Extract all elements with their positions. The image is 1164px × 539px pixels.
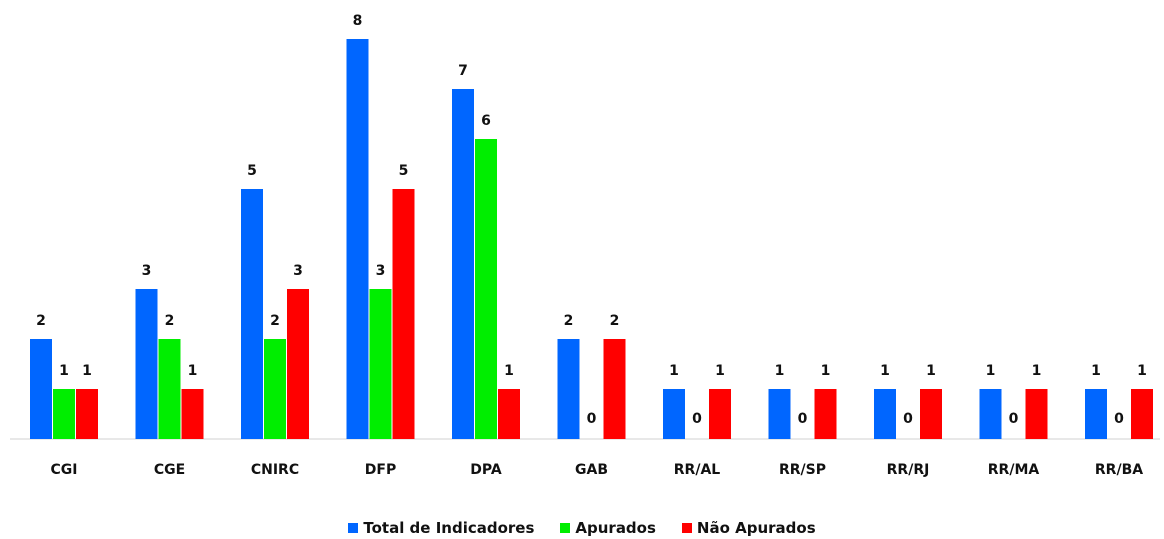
legend-swatch-total bbox=[348, 523, 359, 533]
bar-rr-ma-total-de-indicadores bbox=[979, 389, 1002, 439]
bar-dfp-total-de-indicadores bbox=[346, 39, 369, 439]
bar-cgi-total-de-indicadores bbox=[30, 339, 52, 439]
data-label-gab-apurados: 0 bbox=[587, 411, 597, 427]
data-label-dpa-total-de-indicadores: 7 bbox=[458, 63, 468, 79]
data-label-rr-sp-n-o-apurados: 1 bbox=[821, 363, 831, 379]
legend-item-total: Total de Indicadores bbox=[348, 519, 534, 537]
data-label-rr-sp-apurados: 0 bbox=[798, 411, 808, 427]
bar-gab-n-o-apurados bbox=[603, 339, 626, 439]
bar-rr-ma-n-o-apurados bbox=[1025, 389, 1048, 439]
bar-cgi-n-o-apurados bbox=[76, 389, 98, 439]
bar-cge-apurados bbox=[158, 339, 181, 439]
bar-dpa-apurados bbox=[475, 139, 497, 439]
x-tick-label-cge: CGE bbox=[154, 462, 185, 478]
legend-label-apurados: Apurados bbox=[575, 519, 656, 537]
data-label-dfp-n-o-apurados: 5 bbox=[399, 163, 409, 179]
data-label-gab-n-o-apurados: 2 bbox=[610, 313, 620, 329]
x-tick-label-rr-rj: RR/RJ bbox=[887, 462, 930, 478]
bar-dfp-n-o-apurados bbox=[392, 189, 415, 439]
data-label-rr-ma-total-de-indicadores: 1 bbox=[986, 363, 996, 379]
legend-item-apurados: Apurados bbox=[560, 519, 656, 537]
data-label-rr-al-n-o-apurados: 1 bbox=[715, 363, 725, 379]
bar-rr-ba-total-de-indicadores bbox=[1085, 389, 1107, 439]
bar-cnirc-apurados bbox=[264, 339, 286, 439]
data-label-rr-ma-n-o-apurados: 1 bbox=[1032, 363, 1042, 379]
data-label-dfp-apurados: 3 bbox=[376, 263, 386, 279]
bar-dpa-total-de-indicadores bbox=[452, 89, 474, 439]
data-label-cnirc-n-o-apurados: 3 bbox=[293, 263, 303, 279]
legend-label-total: Total de Indicadores bbox=[363, 519, 535, 537]
bar-cge-n-o-apurados bbox=[181, 389, 204, 439]
x-tick-label-gab: GAB bbox=[575, 462, 608, 478]
data-label-cnirc-apurados: 2 bbox=[270, 313, 280, 329]
bar-rr-rj-total-de-indicadores bbox=[874, 389, 896, 439]
bar-cgi-apurados bbox=[53, 389, 75, 439]
data-label-rr-rj-n-o-apurados: 1 bbox=[926, 363, 936, 379]
data-label-rr-rj-apurados: 0 bbox=[903, 411, 913, 427]
data-label-cgi-apurados: 1 bbox=[59, 363, 69, 379]
data-label-cgi-n-o-apurados: 1 bbox=[82, 363, 92, 379]
data-label-rr-sp-total-de-indicadores: 1 bbox=[775, 363, 785, 379]
data-label-rr-ba-n-o-apurados: 1 bbox=[1137, 363, 1147, 379]
x-tick-label-cnirc: CNIRC bbox=[251, 462, 299, 478]
bar-rr-al-n-o-apurados bbox=[709, 389, 731, 439]
legend: Total de Indicadores Apurados Não Apurad… bbox=[0, 519, 1164, 537]
data-label-rr-rj-total-de-indicadores: 1 bbox=[880, 363, 890, 379]
bar-cnirc-n-o-apurados bbox=[287, 289, 309, 439]
legend-label-nao-apurados: Não Apurados bbox=[696, 519, 816, 537]
bar-rr-al-total-de-indicadores bbox=[663, 389, 685, 439]
bar-rr-rj-n-o-apurados bbox=[920, 389, 942, 439]
legend-swatch-apurados bbox=[560, 523, 571, 533]
data-label-rr-ma-apurados: 0 bbox=[1009, 411, 1019, 427]
x-tick-label-dpa: DPA bbox=[470, 462, 502, 478]
x-tick-label-rr-ba: RR/BA bbox=[1095, 462, 1143, 478]
data-label-dfp-total-de-indicadores: 8 bbox=[353, 13, 363, 29]
legend-swatch-nao-apurados bbox=[681, 523, 692, 533]
data-label-rr-ba-apurados: 0 bbox=[1114, 411, 1124, 427]
data-label-cge-n-o-apurados: 1 bbox=[188, 363, 198, 379]
bar-cge-total-de-indicadores bbox=[135, 289, 158, 439]
data-label-dpa-apurados: 6 bbox=[481, 113, 491, 129]
x-tick-labels-group: CGI CGE CNIRC DFP DPA GAB RR/AL RR/SP RR/RJ RR/MA… bbox=[51, 462, 1144, 478]
x-tick-label-dfp: DFP bbox=[365, 462, 396, 478]
bar-rr-sp-total-de-indicadores bbox=[768, 389, 791, 439]
legend-item-nao-apurados: Não Apurados bbox=[681, 519, 816, 537]
data-label-rr-al-total-de-indicadores: 1 bbox=[669, 363, 679, 379]
data-label-cge-apurados: 2 bbox=[165, 313, 175, 329]
bar-cnirc-total-de-indicadores bbox=[241, 189, 263, 439]
bar-gab-total-de-indicadores bbox=[557, 339, 580, 439]
x-tick-label-rr-al: RR/AL bbox=[674, 462, 721, 478]
data-label-dpa-n-o-apurados: 1 bbox=[504, 363, 514, 379]
data-label-cgi-total-de-indicadores: 2 bbox=[36, 313, 46, 329]
data-label-gab-total-de-indicadores: 2 bbox=[564, 313, 574, 329]
data-label-cge-total-de-indicadores: 3 bbox=[142, 263, 152, 279]
data-label-cnirc-total-de-indicadores: 5 bbox=[247, 163, 257, 179]
x-tick-label-rr-sp: RR/SP bbox=[779, 462, 826, 478]
data-label-rr-al-apurados: 0 bbox=[692, 411, 702, 427]
x-tick-label-cgi: CGI bbox=[51, 462, 78, 478]
bars-group bbox=[30, 39, 1153, 439]
x-tick-label-rr-ma: RR/MA bbox=[988, 462, 1040, 478]
bar-dfp-apurados bbox=[369, 289, 392, 439]
bar-rr-sp-n-o-apurados bbox=[814, 389, 837, 439]
bar-rr-ba-n-o-apurados bbox=[1131, 389, 1153, 439]
bar-dpa-n-o-apurados bbox=[498, 389, 520, 439]
data-label-rr-ba-total-de-indicadores: 1 bbox=[1091, 363, 1101, 379]
